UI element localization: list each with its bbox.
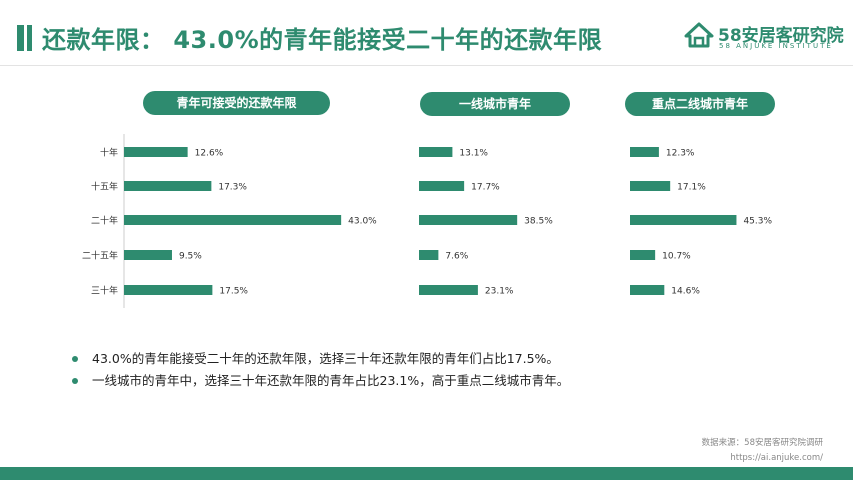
data-label-2-3: 10.7% [662, 252, 691, 262]
logo-subtitle: 58 ANJUKE INSTITUTE [719, 42, 833, 50]
bar-2-1 [630, 181, 671, 191]
data-label-2-4: 14.6% [671, 287, 700, 297]
source-url: https://ai.anjuke.com/ [730, 453, 823, 463]
data-label-2-1: 17.1% [677, 183, 706, 193]
title-accent-bar-thin [27, 25, 32, 51]
insight-item-2: 一线城市的青年中，选择三十年还款年限的青年占比23.1%，高于重点二线城市青年。 [72, 370, 569, 392]
footer-bar [0, 467, 853, 480]
bar-0-0 [124, 147, 188, 157]
insights-list: 43.0%的青年能接受二十年的还款年限，选择三十年还款年限的青年们占比17.5%… [72, 348, 569, 392]
data-label-0-4: 17.5% [219, 287, 248, 297]
category-label-1: 十五年 [91, 181, 118, 193]
header-divider [0, 65, 853, 66]
data-label-2-0: 12.3% [666, 149, 695, 159]
bar-0-1 [124, 181, 212, 191]
bar-2-2 [630, 215, 737, 225]
bar-1-3 [419, 250, 439, 260]
data-label-1-3: 7.6% [445, 252, 468, 262]
bar-2-4 [630, 285, 665, 295]
category-label-4: 三十年 [91, 285, 118, 297]
logo: 58安居客研究院 58 ANJUKE INSTITUTE [684, 20, 844, 54]
bar-0-4 [124, 285, 213, 295]
bar-2-3 [630, 250, 656, 260]
data-label-2-2: 45.3% [743, 217, 772, 227]
source-note: 数据来源：58安居客研究院调研 https://ai.anjuke.com/ [702, 436, 823, 466]
chart-title-tier2: 重点二线城市青年 [625, 92, 775, 116]
bar-1-4 [419, 285, 478, 295]
data-label-1-2: 38.5% [524, 217, 553, 227]
data-label-1-4: 23.1% [485, 287, 514, 297]
house-logo-icon [684, 22, 714, 48]
data-label-0-3: 9.5% [179, 252, 202, 262]
data-label-1-0: 13.1% [459, 149, 488, 159]
chart-title-all: 青年可接受的还款年限 [143, 91, 330, 115]
bar-1-2 [419, 215, 518, 225]
title-accent-bar [17, 25, 24, 51]
bar-1-1 [419, 181, 465, 191]
category-label-0: 十年 [100, 147, 118, 159]
data-label-0-2: 43.0% [348, 217, 377, 227]
bar-1-0 [419, 147, 453, 157]
chart-title-tier1: 一线城市青年 [420, 92, 570, 116]
category-label-3: 二十五年 [82, 250, 118, 262]
bar-0-2 [124, 215, 342, 225]
bar-2-0 [630, 147, 659, 157]
page-title: 还款年限： 43.0%的青年能接受二十年的还款年限 [42, 26, 603, 54]
source-text: 数据来源：58安居客研究院调研 [701, 438, 823, 448]
logo-name: 58安居客研究院 [718, 26, 844, 46]
data-label-0-0: 12.6% [195, 149, 224, 159]
data-label-0-1: 17.3% [218, 183, 247, 193]
category-label-2: 二十年 [91, 215, 118, 227]
bar-0-3 [124, 250, 172, 260]
data-label-1-1: 17.7% [471, 183, 500, 193]
bar-charts: 12.6% 十年 17.3% 十五年 43.0% 二十年 9.5% 二十五年 17.5% 三十年 1… [82, 134, 772, 308]
insight-item-1: 43.0%的青年能接受二十年的还款年限，选择三十年还款年限的青年们占比17.5%… [72, 348, 569, 370]
